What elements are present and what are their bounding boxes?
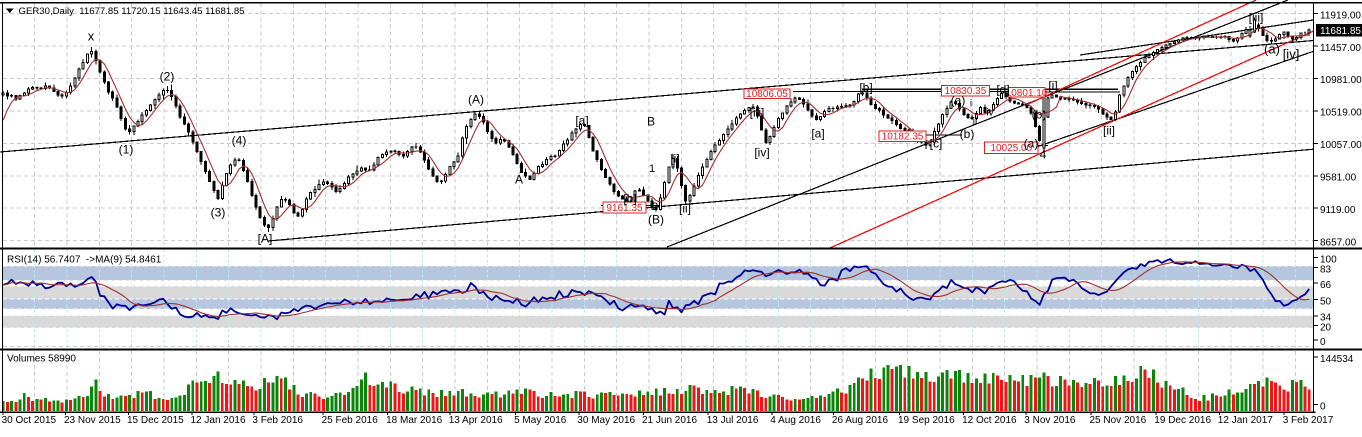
- svg-text:B: B: [647, 114, 655, 128]
- svg-text:21 Jun 2016: 21 Jun 2016: [642, 415, 697, 426]
- svg-text:(b): (b): [1032, 107, 1047, 121]
- svg-text:[i]: [i]: [670, 151, 679, 165]
- svg-text:20: 20: [1320, 322, 1332, 333]
- svg-text:9161.35: 9161.35: [606, 203, 643, 214]
- svg-text:13 Apr 2016: 13 Apr 2016: [449, 415, 503, 426]
- svg-text:(3): (3): [211, 205, 226, 219]
- svg-text:23 Nov 2015: 23 Nov 2015: [64, 415, 121, 426]
- svg-text:3 Nov 2016: 3 Nov 2016: [1024, 415, 1076, 426]
- svg-text:30 Oct 2015: 30 Oct 2015: [2, 415, 57, 426]
- svg-text:10057.00: 10057.00: [1320, 140, 1362, 151]
- svg-text:4: 4: [1040, 147, 1047, 161]
- svg-text:[iii]: [iii]: [1249, 10, 1264, 24]
- svg-text:5 May 2016: 5 May 2016: [514, 415, 567, 426]
- svg-text:2: 2: [652, 201, 658, 213]
- svg-text:[a]: [a]: [811, 126, 824, 140]
- svg-text:25 Nov 2016: 25 Nov 2016: [1090, 415, 1147, 426]
- svg-text:[a]: [a]: [575, 113, 588, 127]
- svg-text:19 Dec 2016: 19 Dec 2016: [1154, 415, 1211, 426]
- svg-text:11457.00: 11457.00: [1320, 43, 1361, 54]
- svg-text:GER30,Daily 11677.85 11720.15: GER30,Daily 11677.85 11720.15 11643.45 1…: [19, 6, 245, 17]
- svg-text:100: 100: [1320, 254, 1337, 265]
- svg-text:3 Feb 2017: 3 Feb 2017: [1283, 415, 1334, 426]
- svg-text:[ii]: [ii]: [679, 201, 691, 215]
- svg-text:3 Feb 2016: 3 Feb 2016: [252, 415, 303, 426]
- svg-text:[i]: [i]: [1048, 78, 1057, 92]
- svg-text:18 Mar 2016: 18 Mar 2016: [386, 415, 443, 426]
- svg-text:(a): (a): [1264, 42, 1280, 57]
- svg-text:8657.00: 8657.00: [1320, 238, 1357, 249]
- svg-text:(1): (1): [119, 142, 134, 156]
- svg-text:RSI(14) 56.7407 ->MA(9) 54.84: RSI(14) 56.7407 ->MA(9) 54.8461: [7, 255, 162, 266]
- svg-text:iv: iv: [986, 108, 993, 119]
- svg-text:9581.00: 9581.00: [1320, 173, 1357, 184]
- svg-text:[iii]: [iii]: [750, 105, 765, 119]
- svg-text:13 Jul 2016: 13 Jul 2016: [707, 415, 759, 426]
- svg-text:[d]: [d]: [996, 82, 1009, 96]
- svg-text:11681.85: 11681.85: [1320, 26, 1361, 37]
- svg-text:i: i: [970, 99, 972, 110]
- svg-text:10025.00: 10025.00: [990, 143, 1032, 154]
- svg-text:ii: ii: [973, 117, 977, 128]
- svg-text:26 Aug 2016: 26 Aug 2016: [832, 415, 889, 426]
- svg-text:(a): (a): [1024, 136, 1039, 150]
- svg-text:50: 50: [1320, 297, 1332, 308]
- svg-text:11919.00: 11919.00: [1320, 10, 1361, 21]
- svg-text:10830.35: 10830.35: [945, 86, 987, 97]
- svg-text:34: 34: [1320, 313, 1332, 324]
- svg-text:12 Jan 2016: 12 Jan 2016: [191, 415, 246, 426]
- svg-text:25 Feb 2016: 25 Feb 2016: [322, 415, 379, 426]
- svg-text:10801.10: 10801.10: [1006, 88, 1048, 99]
- svg-text:15 Dec 2015: 15 Dec 2015: [127, 415, 184, 426]
- svg-text:(a): (a): [951, 93, 966, 107]
- svg-text:(2): (2): [160, 69, 175, 83]
- svg-text:(A): (A): [468, 92, 484, 106]
- svg-text:66: 66: [1320, 280, 1332, 291]
- svg-text:12 Oct 2016: 12 Oct 2016: [962, 415, 1017, 426]
- svg-text:[iv]: [iv]: [1283, 47, 1300, 62]
- svg-text:[b]: [b]: [623, 191, 636, 205]
- svg-text:19 Sep 2016: 19 Sep 2016: [898, 415, 955, 426]
- svg-text:[c]: [c]: [930, 136, 943, 150]
- svg-text:[A]: [A]: [258, 231, 273, 245]
- svg-text:10182.35: 10182.35: [882, 132, 924, 143]
- svg-text:4 Aug 2016: 4 Aug 2016: [770, 415, 821, 426]
- svg-text:0: 0: [1320, 401, 1326, 412]
- svg-text:10519.00: 10519.00: [1320, 108, 1362, 119]
- svg-text:10981.00: 10981.00: [1320, 75, 1362, 86]
- svg-text:(b): (b): [960, 127, 975, 141]
- svg-text:9119.00: 9119.00: [1320, 205, 1356, 216]
- svg-text:[iv]: [iv]: [754, 145, 769, 159]
- svg-text:[b]: [b]: [859, 80, 872, 94]
- svg-text:0: 0: [1320, 337, 1326, 348]
- svg-text:(4): (4): [232, 133, 247, 147]
- svg-text:A: A: [515, 172, 523, 186]
- svg-text:x: x: [88, 29, 95, 44]
- svg-text:1: 1: [649, 163, 655, 175]
- svg-text:12 Jan 2017: 12 Jan 2017: [1218, 415, 1273, 426]
- svg-text:144534: 144534: [1320, 354, 1354, 365]
- svg-text:83: 83: [1320, 264, 1332, 275]
- svg-text:[ii]: [ii]: [1103, 123, 1115, 137]
- svg-text:10806.05: 10806.05: [746, 89, 788, 100]
- svg-text:Volumes 58990: Volumes 58990: [7, 354, 76, 365]
- svg-text:30 May 2016: 30 May 2016: [577, 415, 635, 426]
- svg-text:(B): (B): [648, 212, 664, 226]
